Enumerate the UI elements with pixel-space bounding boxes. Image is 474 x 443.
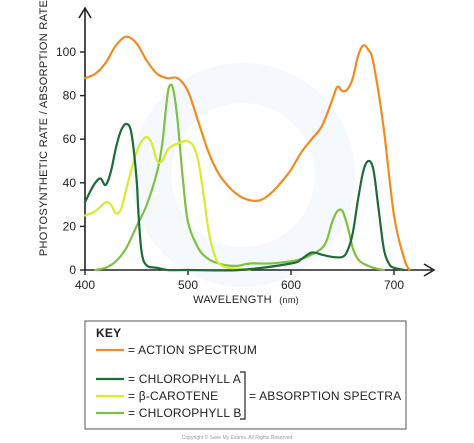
series-line-carotene	[83, 135, 251, 272]
legend-label-action-spectrum: = ACTION SPECTRUM	[128, 343, 257, 357]
legend-bracket	[240, 371, 246, 420]
series-line-chlorophyll-a	[83, 122, 406, 272]
legend-title: KEY	[96, 326, 121, 340]
x-tick-label: 600	[281, 278, 301, 292]
legend-label-chlorophyll-b: = CHLOROPHYLL B	[128, 406, 242, 420]
x-axis-title: WAVELENGTH (nm)	[193, 294, 299, 306]
x-axis-title-main: WAVELENGTH	[193, 294, 272, 306]
y-tick-label: 40	[63, 176, 77, 190]
watermark-logo	[131, 63, 355, 287]
y-axis-arrow	[78, 6, 92, 19]
legend-bracket-label: = ABSORPTION SPECTRA	[249, 389, 401, 403]
y-tick-label: 20	[63, 219, 77, 233]
y-tick-label: 80	[63, 89, 77, 103]
y-axis-title: PHOTOSYNTHETIC RATE / ABSORPTION RATE	[38, 0, 50, 256]
x-tick-label: 700	[384, 278, 404, 292]
legend-label-beta-carotene: = β-CAROTENE	[128, 389, 218, 403]
x-axis-title-unit: (nm)	[279, 295, 299, 305]
series-line-action-spectrum	[83, 35, 411, 272]
x-axis-arrow	[423, 263, 436, 277]
y-tick-label: 60	[63, 132, 77, 146]
series-line-chlorophyll-b	[94, 83, 385, 272]
legend-label-chlorophyll-a: = CHLOROPHYLL A	[128, 372, 241, 386]
x-tick-label: 400	[75, 278, 95, 292]
copyright-notice: Copyright © Save My Exams. All Rights Re…	[182, 434, 293, 441]
y-tick-label: 100	[56, 45, 76, 59]
legend-key: KEY = ACTION SPECTRUM = CHLOROPHYLL A = …	[84, 320, 407, 430]
y-tick-label: 0	[69, 263, 76, 277]
series-layer	[83, 35, 411, 272]
x-tick-label: 500	[178, 278, 198, 292]
tick-group: 400 500 600 700 0 20 40 60 80 100	[56, 45, 404, 292]
